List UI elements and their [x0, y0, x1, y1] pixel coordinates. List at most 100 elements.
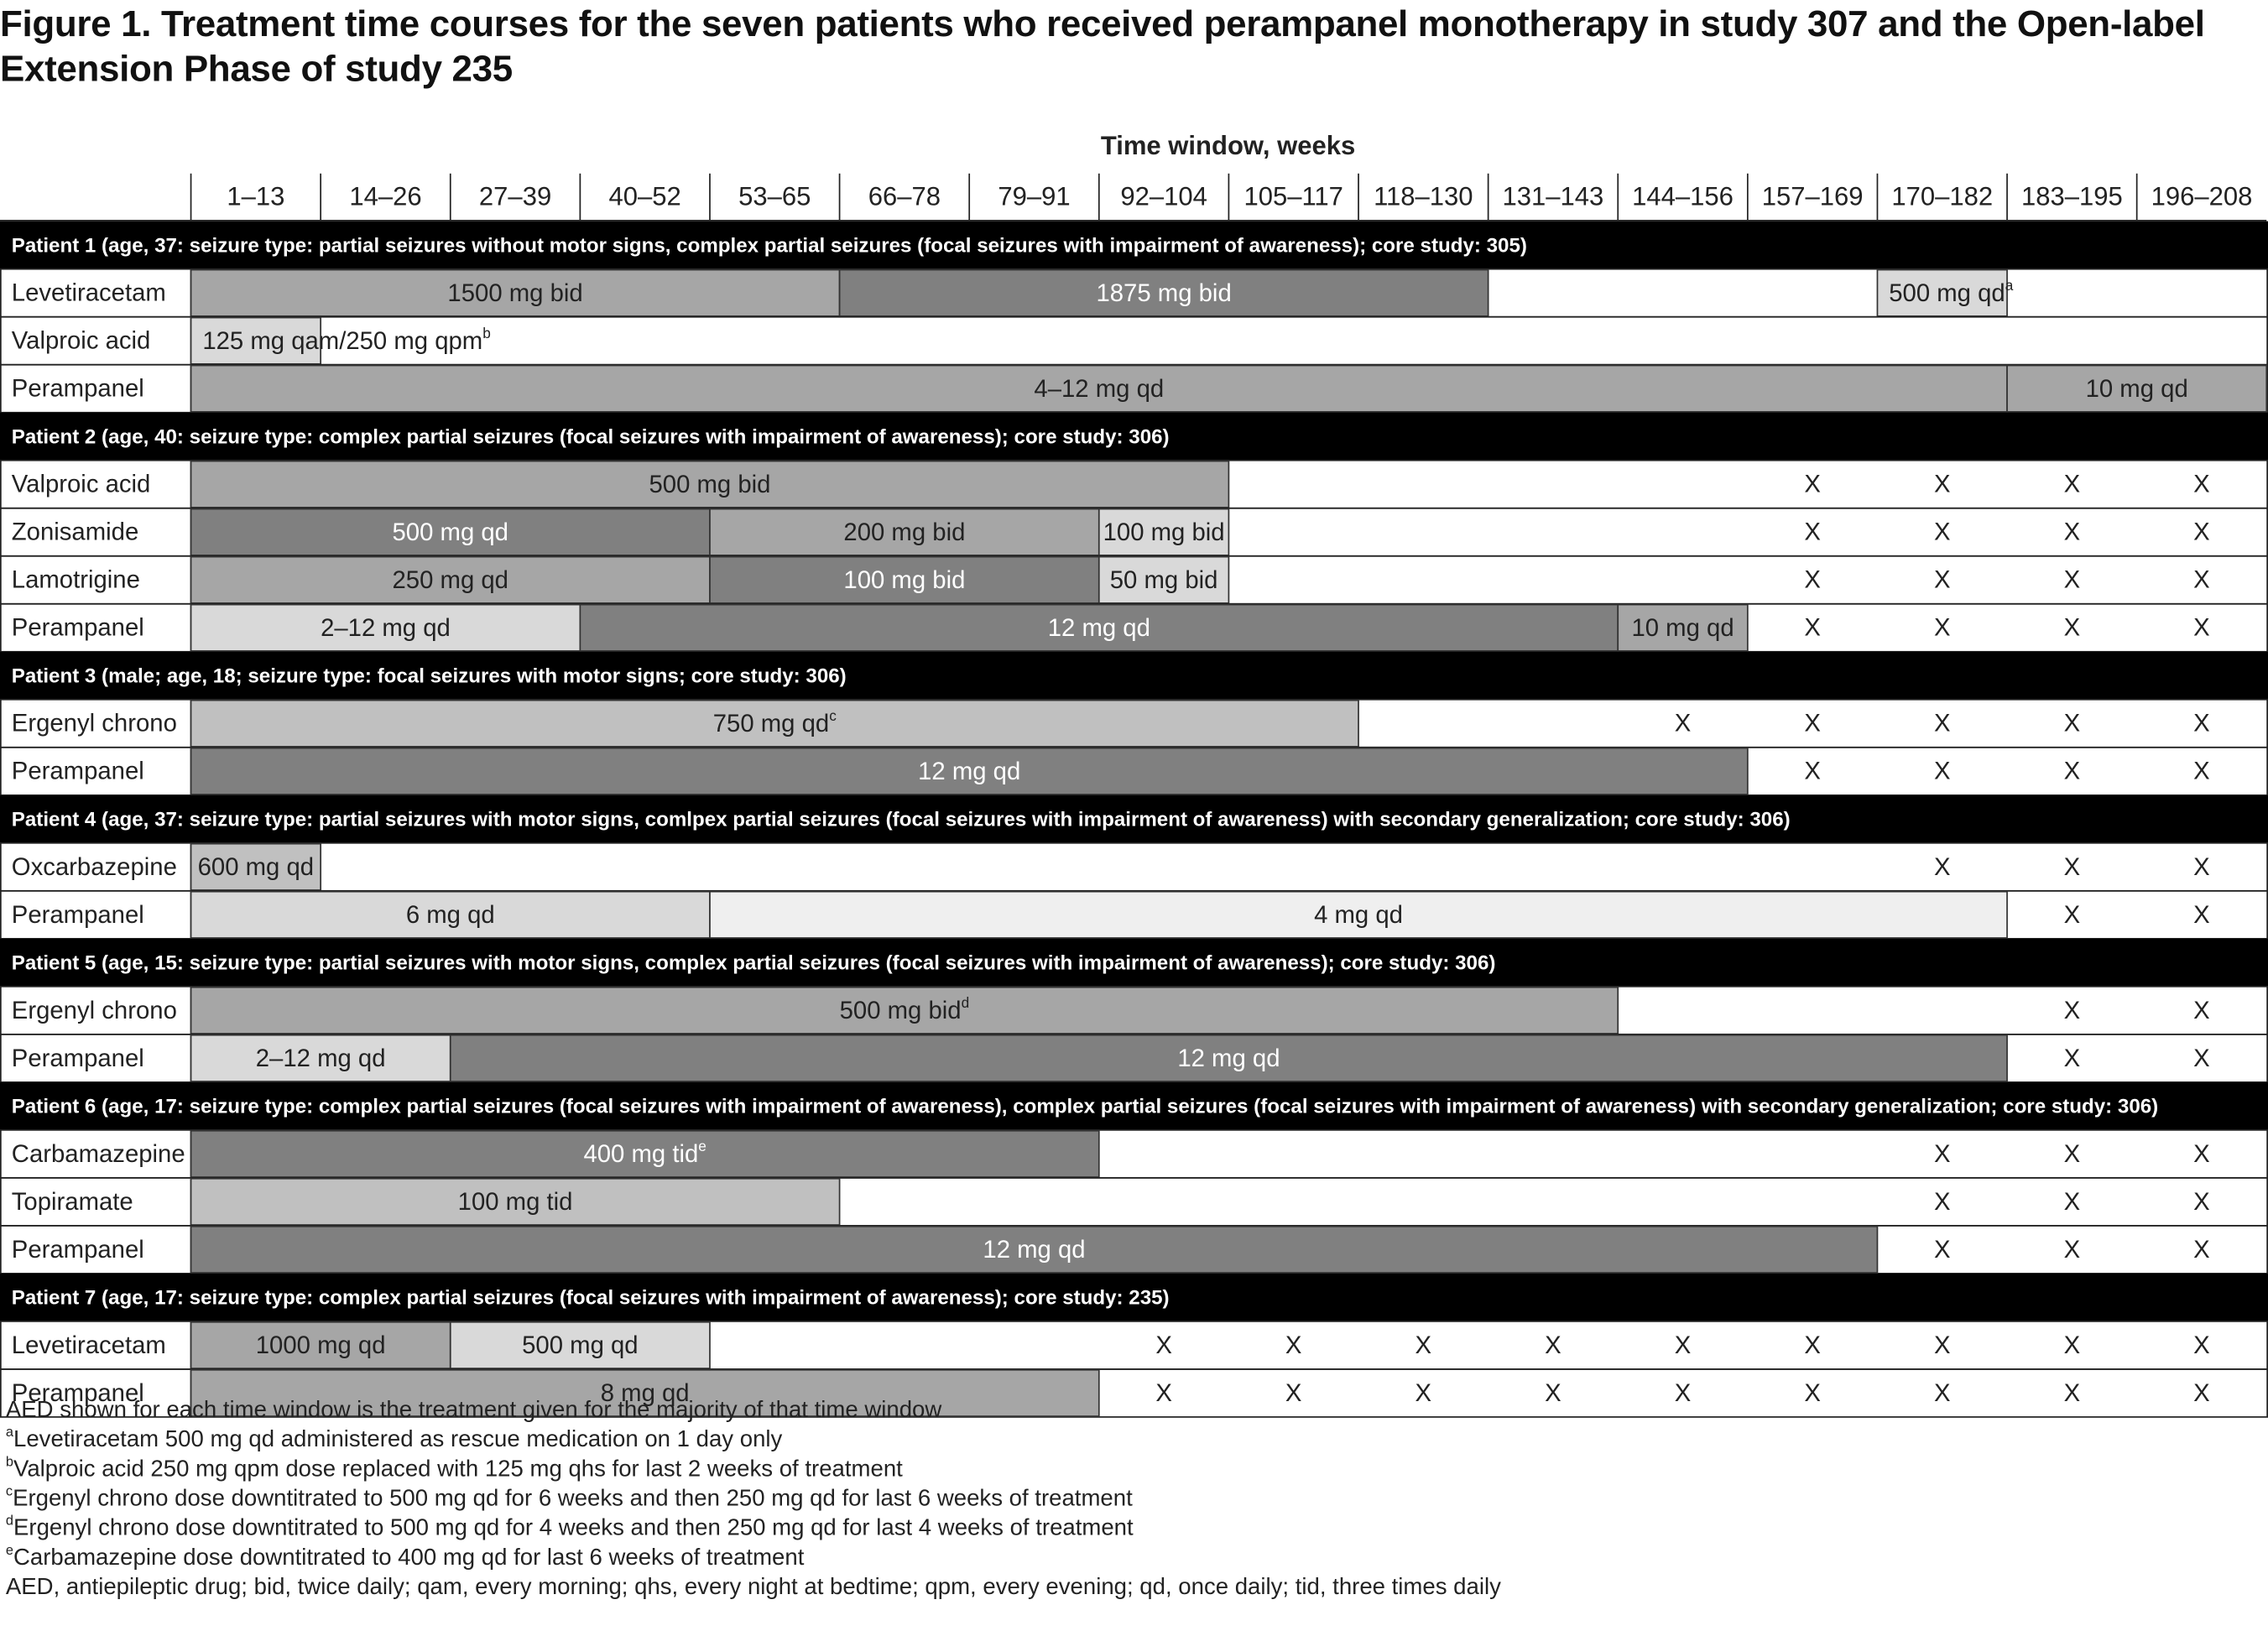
not-applicable-mark: X — [2064, 1331, 2081, 1359]
not-applicable-mark: X — [2193, 997, 2210, 1024]
column-label: 40–52 — [609, 182, 681, 211]
not-applicable-mark: X — [1934, 1379, 1951, 1407]
patient-header-bar — [0, 651, 2268, 700]
dose-label: 2–12 mg qd — [256, 1045, 386, 1072]
dose-text: 4–12 mg qd — [1034, 375, 1164, 403]
dose-bar — [1876, 268, 2008, 317]
dose-label: 10 mg qd — [1631, 614, 1734, 642]
not-applicable-mark: X — [2064, 901, 2081, 929]
drug-label: Perampanel — [12, 1045, 144, 1072]
drug-label: Zonisamide — [12, 518, 138, 546]
not-applicable-mark: X — [2193, 901, 2210, 929]
dose-bar — [190, 1368, 1100, 1417]
column-label: 66–78 — [868, 182, 941, 211]
not-applicable-mark: X — [1934, 758, 1951, 785]
drug-label: Levetiracetam — [12, 279, 166, 307]
dose-label: 1500 mg bid — [447, 279, 582, 307]
patient-header: Patient 1 (age, 37: seizure type: partia… — [12, 234, 1527, 257]
patient-header-bar — [0, 412, 2268, 461]
dose-label: 8 mg qd — [601, 1379, 690, 1407]
row-border — [0, 1368, 2268, 1418]
dose-bar — [2006, 364, 2268, 413]
column-label: 92–104 — [1120, 182, 1207, 211]
dose-text: 10 mg qd — [1631, 614, 1734, 642]
footnote-mark: d — [6, 1514, 13, 1529]
not-applicable-mark: X — [1416, 1379, 1432, 1407]
footnote-mark: b — [482, 324, 491, 341]
dose-bar — [190, 747, 1749, 795]
footnote: AED shown for each time window is the tr… — [6, 1396, 941, 1422]
dose-bar — [190, 1129, 1100, 1178]
not-applicable-mark: X — [1934, 566, 1951, 594]
column-label: 157–169 — [1762, 182, 1864, 211]
not-applicable-mark: X — [1804, 710, 1821, 737]
not-applicable-mark: X — [1285, 1331, 1302, 1359]
footnote-mark: d — [962, 994, 970, 1011]
dose-bar — [709, 890, 2008, 939]
not-applicable-mark: X — [1545, 1331, 1562, 1359]
patient-header: Patient 5 (age, 15: seizure type: partia… — [12, 951, 1496, 974]
dose-text: 500 mg bid — [649, 471, 770, 498]
dose-label: 250 mg qd — [393, 566, 508, 594]
dose-label: 100 mg bid — [843, 566, 965, 594]
drug-label: Levetiracetam — [12, 1331, 166, 1359]
drug-label: Perampanel — [12, 614, 144, 642]
footnote-text: Ergenyl chrono dose downtitrated to 500 … — [13, 1485, 1133, 1511]
drug-label: Ergenyl chrono — [12, 997, 177, 1024]
column-label: 14–26 — [349, 182, 421, 211]
not-applicable-mark: X — [1934, 471, 1951, 498]
not-applicable-mark: X — [2193, 710, 2210, 737]
not-applicable-mark: X — [2064, 1045, 2081, 1072]
footnote-text: Levetiracetam 500 mg qd administered as … — [13, 1425, 783, 1451]
drug-label: Oxcarbazepine — [12, 853, 177, 881]
dose-text: 50 mg bid — [1110, 566, 1218, 594]
dose-text: 750 mg qd — [713, 710, 829, 737]
dose-text: 600 mg qd — [198, 853, 314, 881]
dose-text: 500 mg qd — [522, 1331, 638, 1359]
not-applicable-mark: X — [1934, 1188, 1951, 1216]
dose-label: 200 mg bid — [843, 518, 965, 546]
not-applicable-mark: X — [2193, 1188, 2210, 1216]
dose-text: 12 mg qd — [1177, 1045, 1280, 1072]
row-border — [0, 842, 2268, 892]
dose-text: 10 mg qd — [2086, 375, 2188, 403]
column-label: 170–182 — [1891, 182, 1993, 211]
dose-text: 1500 mg bid — [447, 279, 582, 307]
dose-text: 1875 mg bid — [1096, 279, 1231, 307]
dose-text: 6 mg qd — [406, 901, 495, 929]
not-applicable-mark: X — [1675, 1331, 1692, 1359]
dose-bar — [190, 1034, 451, 1082]
dose-bar — [190, 1321, 451, 1369]
not-applicable-mark: X — [1804, 1379, 1821, 1407]
column-label: 1–13 — [227, 182, 284, 211]
not-applicable-mark: X — [2064, 518, 2081, 546]
dose-bar — [190, 842, 322, 891]
dose-label: 100 mg bid — [1103, 518, 1225, 546]
dose-label: 1875 mg bid — [1096, 279, 1231, 307]
not-applicable-mark: X — [2064, 1236, 2081, 1264]
drug-label: Valproic acid — [12, 471, 151, 498]
dose-bar — [1617, 603, 1749, 652]
not-applicable-mark: X — [1934, 1140, 1951, 1168]
footnote-mark: a — [2005, 276, 2014, 293]
column-label: 196–208 — [2151, 182, 2253, 211]
dose-text: 100 mg tid — [458, 1188, 573, 1216]
dose-text: 2–12 mg qd — [256, 1045, 386, 1072]
dose-bar — [190, 1225, 1879, 1274]
drug-label: Perampanel — [12, 758, 144, 785]
footnote-mark: a — [6, 1425, 14, 1441]
not-applicable-mark: X — [1934, 1331, 1951, 1359]
dose-bar — [190, 699, 1359, 748]
not-applicable-mark: X — [2064, 566, 2081, 594]
dose-text: 4 mg qd — [1314, 901, 1403, 929]
not-applicable-mark: X — [1804, 614, 1821, 642]
dose-bar — [190, 364, 2008, 413]
footnote: AED, antiepileptic drug; bid, twice dail… — [6, 1573, 1501, 1599]
footnote: cErgenyl chrono dose downtitrated to 500… — [6, 1484, 1133, 1511]
not-applicable-mark: X — [1675, 710, 1692, 737]
drug-label: Topiramate — [12, 1188, 133, 1216]
dose-text: 400 mg tid — [583, 1140, 698, 1168]
dose-text: 500 mg qd — [393, 518, 508, 546]
patient-header-bar — [0, 938, 2268, 987]
